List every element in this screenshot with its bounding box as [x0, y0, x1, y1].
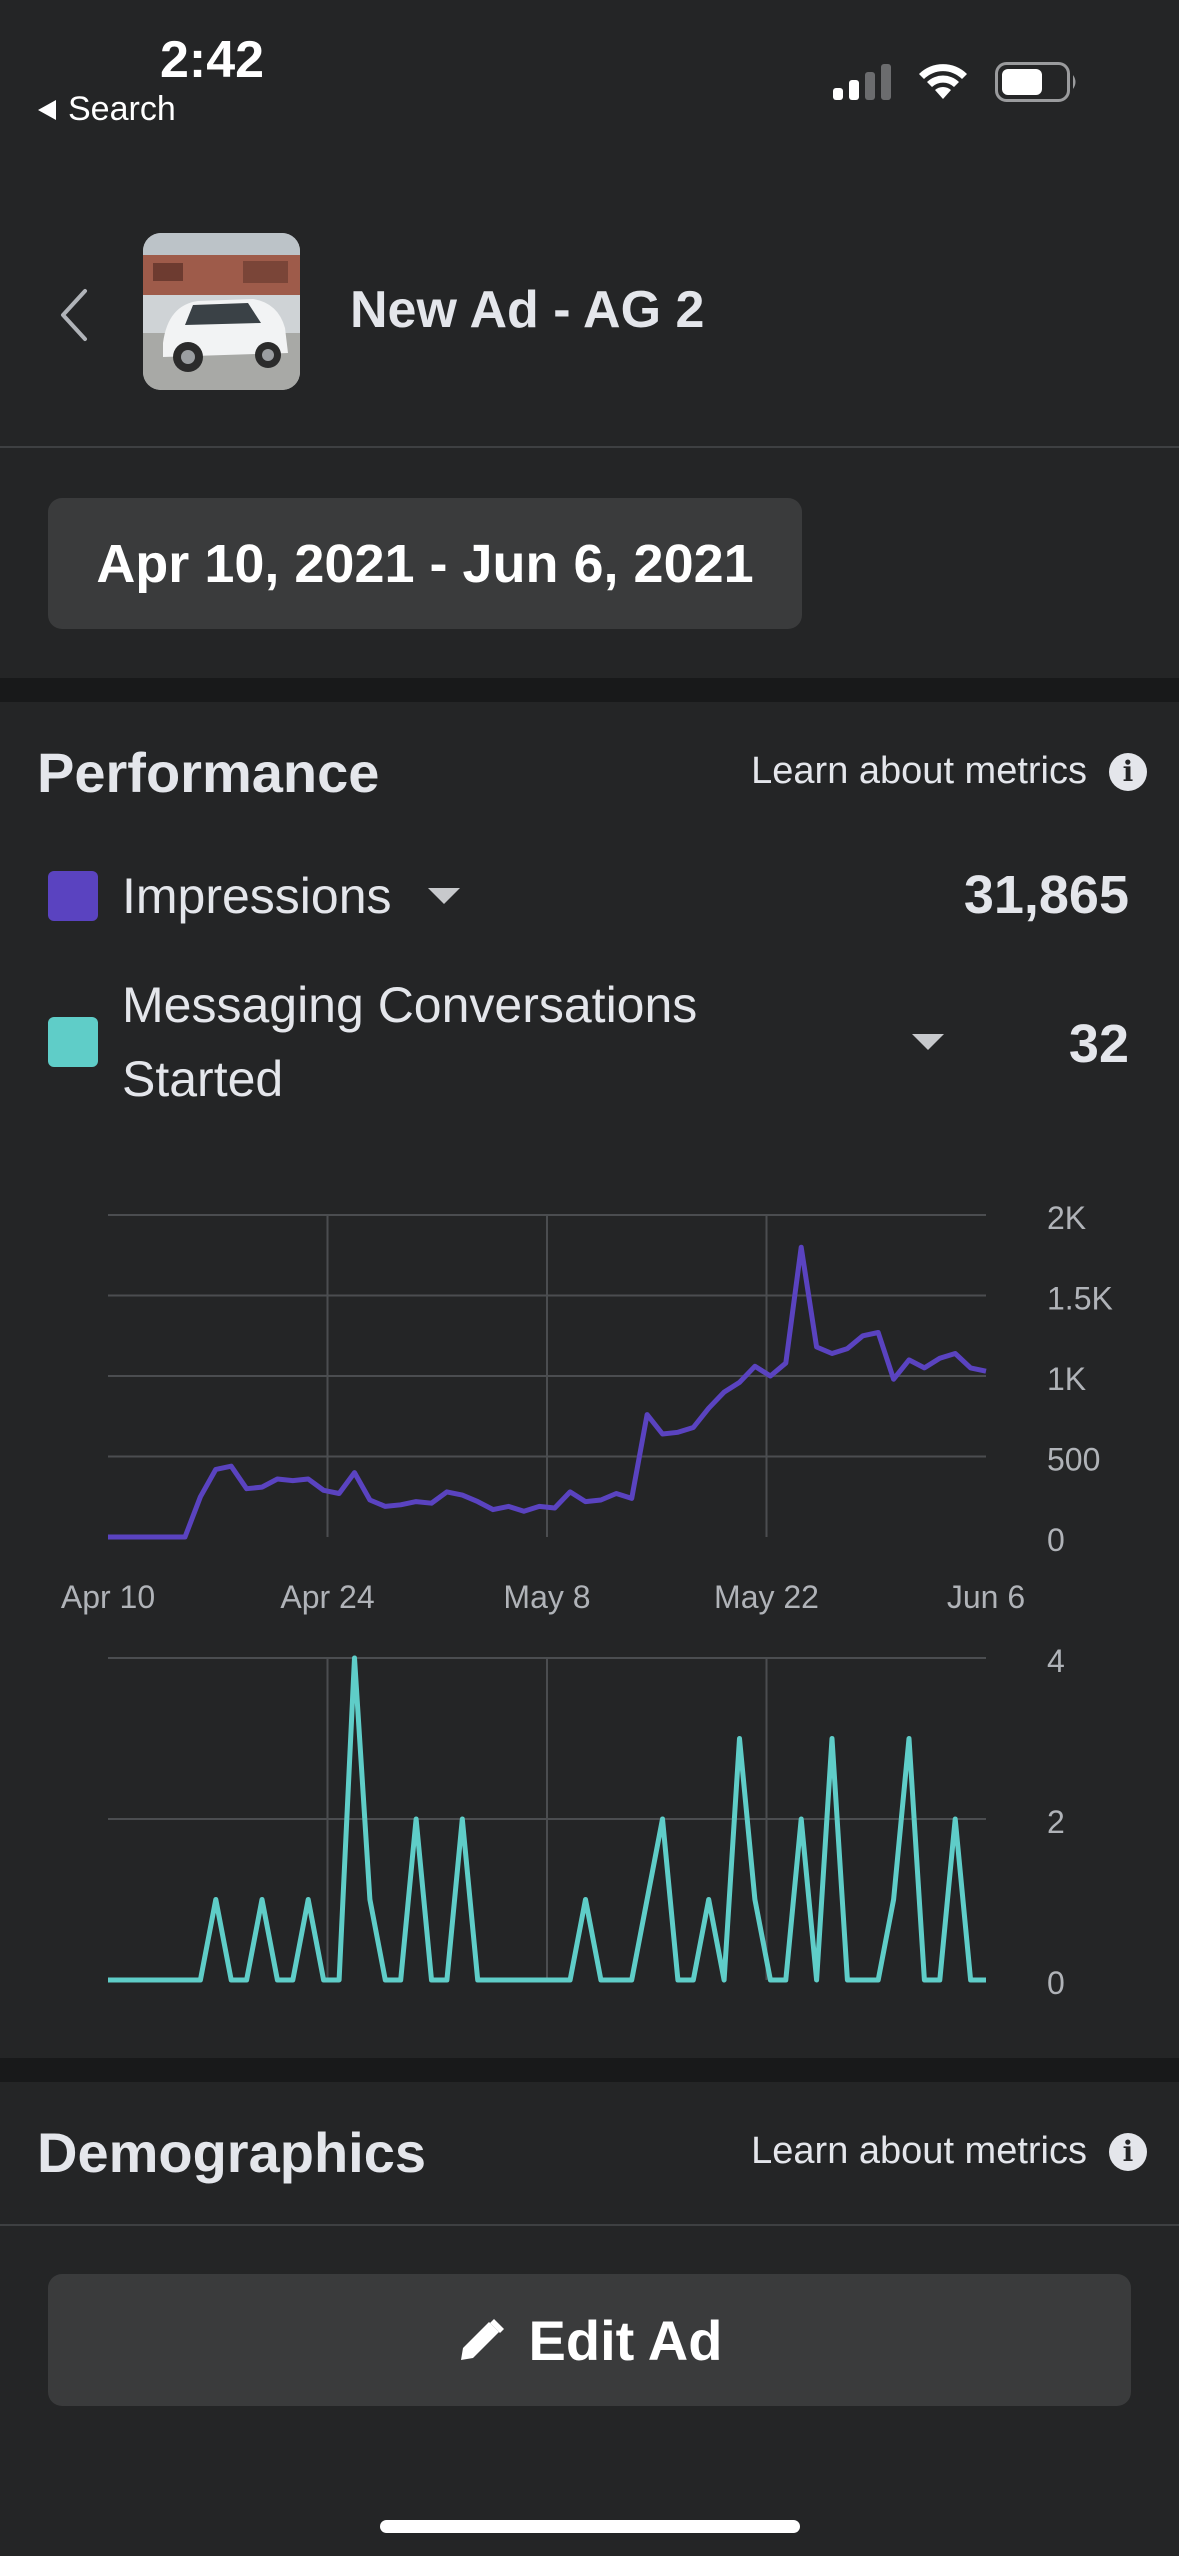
impressions-label: Impressions — [122, 868, 392, 924]
y-tick-label: 1K — [1047, 1361, 1086, 1397]
edit-ad-label: Edit Ad — [528, 2308, 723, 2372]
impressions-metric-selector[interactable]: Impressions — [48, 859, 460, 933]
y-tick-label: 500 — [1047, 1442, 1100, 1478]
chevron-down-icon — [427, 888, 460, 904]
ad-thumbnail — [143, 233, 300, 390]
ad-title: New Ad - AG 2 — [350, 281, 705, 339]
y-tick-label: 2K — [1047, 1200, 1086, 1236]
edit-ad-button[interactable]: Edit Ad — [48, 2274, 1131, 2406]
y-tick-label: 0 — [1047, 1965, 1065, 2000]
messaging-color-swatch — [48, 1017, 98, 1067]
learn-about-metrics-link[interactable]: Learn about metrics i — [751, 750, 1147, 793]
header-divider — [0, 446, 1179, 448]
y-tick-label: 1.5K — [1047, 1281, 1113, 1317]
messaging-series-line — [108, 1655, 986, 1983]
info-icon: i — [1109, 2132, 1147, 2171]
section-separator — [0, 2058, 1179, 2082]
info-icon: i — [1109, 752, 1147, 791]
y-tick-label: 0 — [1047, 1522, 1065, 1558]
impressions-series-line — [108, 1244, 987, 1540]
demographics-title: Demographics — [37, 2121, 426, 2184]
back-triangle-icon — [38, 99, 56, 120]
back-to-search-link[interactable]: Search — [36, 90, 176, 129]
impressions-value: 31,865 — [963, 865, 1129, 925]
battery-icon — [995, 62, 1076, 102]
wifi-icon — [919, 64, 967, 99]
x-tick-label: Apr 10 — [61, 1579, 155, 1615]
learn-metrics-label: Learn about metrics — [751, 2130, 1087, 2172]
messaging-chart: 4 2 0 — [108, 1643, 1065, 2000]
y-tick-label: 4 — [1047, 1643, 1065, 1679]
chevron-down-icon — [912, 1034, 944, 1050]
status-time: 2:42 — [160, 31, 265, 89]
date-range-button[interactable]: Apr 10, 2021 - Jun 6, 2021 — [48, 498, 802, 629]
x-tick-label: May 22 — [714, 1579, 819, 1615]
messaging-metric-selector[interactable]: Messaging Conversations Started — [48, 968, 944, 1116]
y-tick-label: 2 — [1047, 1804, 1065, 1840]
pencil-icon — [460, 2319, 504, 2360]
section-separator — [0, 678, 1179, 702]
x-tick-label: May 8 — [503, 1579, 590, 1615]
x-tick-label: Apr 24 — [280, 1579, 374, 1615]
x-tick-label: Jun 6 — [947, 1579, 1025, 1615]
learn-metrics-label: Learn about metrics — [751, 750, 1087, 792]
status-icons — [833, 62, 1079, 102]
demographics-divider — [0, 2224, 1179, 2226]
messaging-value: 32 — [1068, 1014, 1129, 1074]
messaging-label: Messaging Conversations Started — [122, 977, 698, 1107]
learn-about-metrics-link[interactable]: Learn about metrics i — [751, 2130, 1147, 2173]
performance-title: Performance — [37, 741, 380, 804]
back-search-label: Search — [68, 90, 176, 128]
impressions-chart: 2K 1.5K 1K 500 0 Apr 10 Apr 24 May 8 May 22 Jun … — [61, 1200, 1113, 1615]
back-chevron-icon[interactable] — [55, 285, 95, 345]
home-indicator — [380, 2520, 800, 2533]
signal-icon — [833, 64, 891, 100]
impressions-color-swatch — [48, 871, 98, 921]
